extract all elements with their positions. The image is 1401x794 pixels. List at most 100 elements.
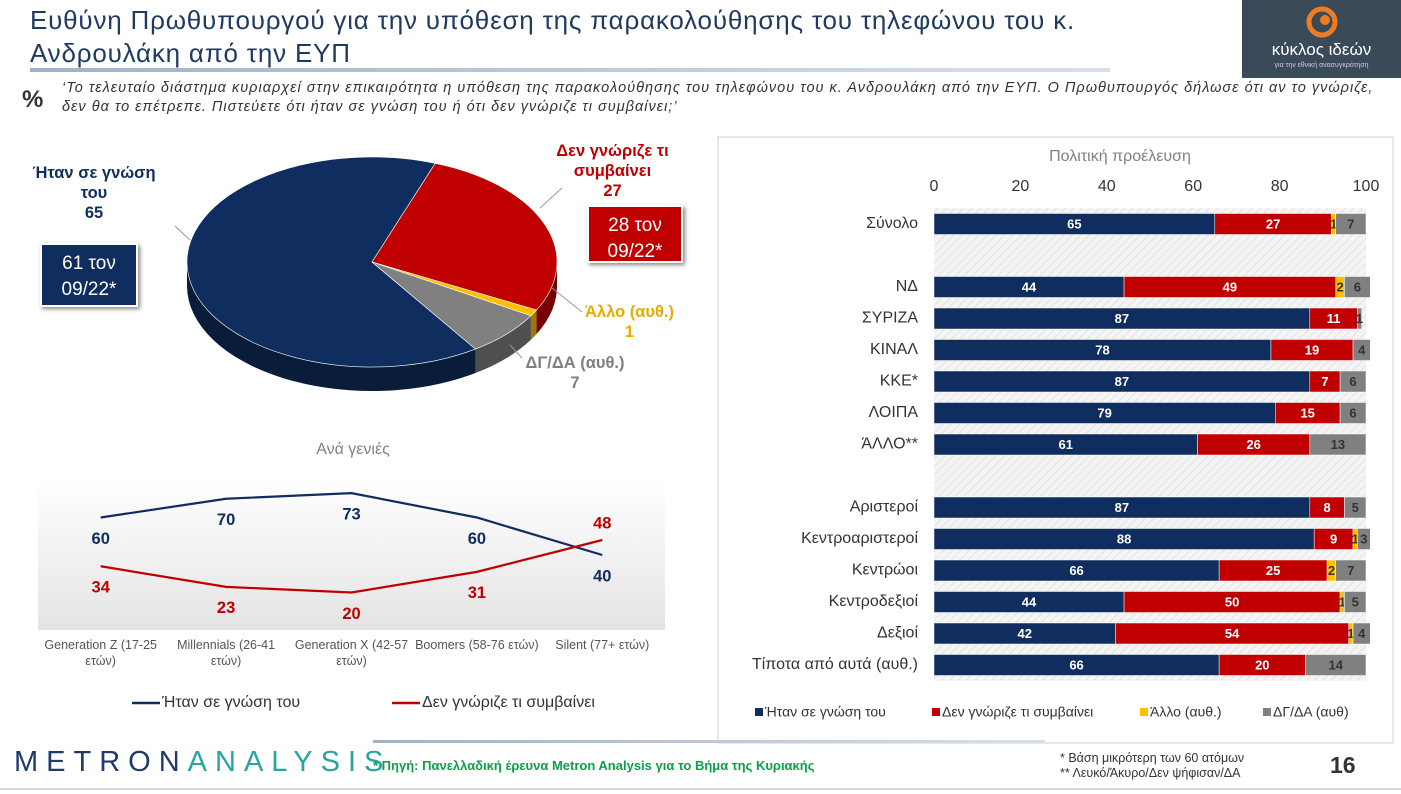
brand-part: METRON <box>14 746 188 778</box>
line-series <box>100 538 603 594</box>
footer-rule <box>373 740 1045 743</box>
data-label: 11 <box>1327 311 1341 326</box>
data-label: 1 <box>1339 594 1346 609</box>
pie-label: Δεν γνώριζε τι συμβαίνει 27 <box>540 141 685 201</box>
pie-slice-side <box>187 262 476 392</box>
leader-line <box>174 225 191 241</box>
data-label: 31 <box>468 584 486 602</box>
data-label: 54 <box>1225 626 1240 641</box>
pie-slice <box>371 162 558 311</box>
line-series <box>100 492 603 557</box>
x-tick-label: 0 <box>930 178 939 195</box>
data-label: 6 <box>1349 374 1356 389</box>
data-label: 5 <box>1352 500 1359 515</box>
leader-line <box>551 287 583 313</box>
pie-slice-side <box>475 315 531 374</box>
data-label: 44 <box>1022 594 1037 609</box>
data-label: 88 <box>1117 531 1131 546</box>
data-label: 25 <box>1266 563 1280 578</box>
logo-icon <box>1306 6 1338 38</box>
legend-label: ΔΓ/ΔΑ (αυθ) <box>1273 704 1349 720</box>
data-label: 13 <box>1331 437 1345 452</box>
data-label: 7 <box>1347 563 1354 578</box>
pie-slice <box>371 261 532 350</box>
question: ‘Το τελευταίο διάστημα κυριαρχεί στην επ… <box>62 80 1374 115</box>
x-tick-label: 80 <box>1271 178 1289 195</box>
data-label: 7 <box>1347 216 1354 231</box>
data-label: 50 <box>1225 594 1239 609</box>
data-label: 60 <box>468 530 486 548</box>
data-label: 66 <box>1069 563 1083 578</box>
percent-sign: % <box>22 86 44 113</box>
data-label: 23 <box>217 599 235 617</box>
data-label: 9 <box>1330 531 1337 546</box>
y-tick-label: ΚΚΕ* <box>880 373 918 390</box>
data-label: 20 <box>342 605 360 623</box>
data-label: 66 <box>1069 657 1083 672</box>
pie-label-value: 1 <box>624 323 635 341</box>
data-label: 27 <box>1266 216 1280 231</box>
bar-segment <box>1357 528 1371 550</box>
pie-label: Ήταν σε γνώση του 65 <box>20 163 168 223</box>
data-label: 87 <box>1115 500 1129 515</box>
bar-segment <box>1335 559 1367 582</box>
data-label: 65 <box>1067 216 1081 231</box>
line-plot-area <box>38 478 665 630</box>
legend-swatch <box>755 708 763 716</box>
data-label: 8 <box>1324 500 1331 515</box>
y-tick-label: Σύνολο <box>866 215 918 232</box>
pie-label: Άλλο (αυθ.) 1 <box>572 302 687 342</box>
data-label: 87 <box>1115 311 1129 326</box>
logo-tagline: για την εθνική ανασυγκρότηση <box>1274 62 1369 69</box>
legend-swatch <box>1140 708 1148 716</box>
y-tick-label: Τίποτα από αυτά (αυθ.) <box>752 656 918 673</box>
pie-label-category: Άλλο (αυθ.) <box>585 303 674 321</box>
row-band <box>934 239 1366 272</box>
pie-label: ΔΓ/ΔΑ (αυθ.) 7 <box>515 353 635 393</box>
data-label: 2 <box>1336 279 1343 294</box>
logo-name: κύκλος ιδεών <box>1271 40 1372 59</box>
x-tick-label: Boomers (58-76 ετών) <box>415 638 539 652</box>
bar-segment <box>1335 213 1367 235</box>
leader-line <box>539 187 563 209</box>
data-label: 15 <box>1300 405 1314 420</box>
data-label: 1 <box>1352 531 1359 546</box>
row-band <box>934 460 1366 492</box>
data-label: 34 <box>92 579 111 597</box>
x-tick-label: 20 <box>1012 178 1030 195</box>
bar-segment <box>1309 433 1367 456</box>
data-label: 79 <box>1097 405 1111 420</box>
brand: METRONANALYSIS <box>14 746 391 779</box>
data-label: 7 <box>1321 374 1328 389</box>
footnote: * Βάση μικρότερη των 60 ατόμων <box>1060 751 1245 765</box>
data-label: 78 <box>1095 342 1109 357</box>
y-tick-label: ΆΛΛΟ** <box>861 436 918 453</box>
x-tick-label: 40 <box>1098 178 1116 195</box>
pie-slice-side <box>530 309 537 340</box>
data-label: 48 <box>593 514 611 532</box>
data-label: 6 <box>1349 405 1356 420</box>
data-label: 20 <box>1255 657 1269 672</box>
brand-part: ANALYSIS <box>187 746 392 778</box>
y-tick-label: Αριστεροί <box>850 499 919 516</box>
data-label: 1 <box>1347 626 1354 641</box>
data-label: 70 <box>217 511 235 529</box>
bar-segment <box>1344 276 1371 298</box>
pie-label-value: 27 <box>603 182 622 200</box>
bar-segment <box>1357 307 1362 330</box>
y-tick-label: ΛΟΙΠΑ <box>869 404 919 421</box>
x-tick-label: Generation Z (17-25 ετών) <box>44 638 157 668</box>
x-tick-label: 60 <box>1184 178 1202 195</box>
slide-title: Ευθύνη Πρωθυπουργού για την υπόθεση της … <box>30 5 1076 68</box>
pie-slice-side <box>536 262 557 334</box>
pie-label-category: Ήταν σε γνώση του <box>32 164 156 202</box>
x-tick-label: Generation X (42-57 ετών) <box>294 638 409 668</box>
bar-segment <box>1339 402 1367 424</box>
y-tick-label: ΝΔ <box>896 278 919 295</box>
data-label: 2 <box>1328 563 1335 578</box>
logo-icon-dot <box>1320 15 1330 25</box>
data-label: 61 <box>1059 437 1073 452</box>
pie-label-category: Δεν γνώριζε τι συμβαίνει <box>556 142 669 180</box>
